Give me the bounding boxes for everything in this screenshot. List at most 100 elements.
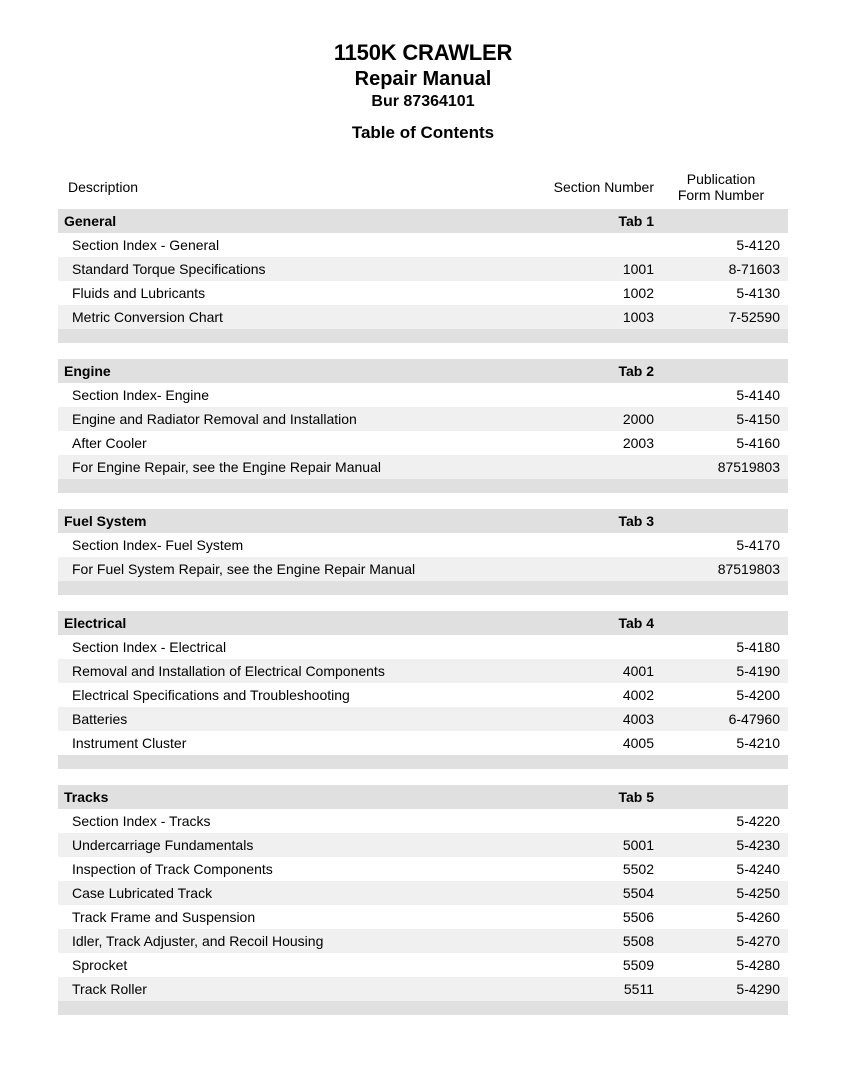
table-row: Engine and Radiator Removal and Installa… [58, 407, 788, 431]
row-description: Standard Torque Specifications [58, 261, 522, 277]
toc-heading: Table of Contents [58, 123, 788, 143]
row-section-number: 5506 [522, 909, 662, 925]
table-row: After Cooler20035-4160 [58, 431, 788, 455]
row-description: Track Roller [58, 981, 522, 997]
row-publication-number: 5-4230 [662, 837, 788, 853]
section-tab: Tab 3 [522, 513, 662, 529]
title-model: 1150K CRAWLER [58, 40, 788, 66]
row-publication-number: 5-4170 [662, 537, 788, 553]
row-section-number: 1002 [522, 285, 662, 301]
row-publication-number: 6-47960 [662, 711, 788, 727]
table-row: Section Index- Engine 5-4140 [58, 383, 788, 407]
toc-table: Description Section Number Publication F… [58, 165, 788, 1015]
row-description: Metric Conversion Chart [58, 309, 522, 325]
table-row: For Fuel System Repair, see the Engine R… [58, 557, 788, 581]
row-section-number: 5509 [522, 957, 662, 973]
section-name: Electrical [58, 615, 522, 631]
section-spacer [58, 581, 788, 595]
row-description: Fluids and Lubricants [58, 285, 522, 301]
row-description: After Cooler [58, 435, 522, 451]
section-name: General [58, 213, 522, 229]
column-header-section-number: Section Number [522, 179, 662, 195]
table-row: Batteries40036-47960 [58, 707, 788, 731]
column-header-publication-line2: Form Number [678, 187, 764, 203]
row-description: Idler, Track Adjuster, and Recoil Housin… [58, 933, 522, 949]
row-description: Inspection of Track Components [58, 861, 522, 877]
title-bur-number: Bur 87364101 [58, 93, 788, 111]
row-description: Section Index - Tracks [58, 813, 522, 829]
title-block: 1150K CRAWLER Repair Manual Bur 87364101… [58, 40, 788, 143]
row-publication-number: 8-71603 [662, 261, 788, 277]
row-publication-number: 5-4270 [662, 933, 788, 949]
row-description: Undercarriage Fundamentals [58, 837, 522, 853]
table-row: Instrument Cluster40055-4210 [58, 731, 788, 755]
section-header: TracksTab 5 [58, 785, 788, 809]
section-header: Fuel SystemTab 3 [58, 509, 788, 533]
row-description: Electrical Specifications and Troublesho… [58, 687, 522, 703]
row-section-number: 5511 [522, 981, 662, 997]
section-name: Engine [58, 363, 522, 379]
row-publication-number: 5-4290 [662, 981, 788, 997]
section-spacer [58, 1001, 788, 1015]
table-row: Section Index- Fuel System 5-4170 [58, 533, 788, 557]
row-description: Batteries [58, 711, 522, 727]
row-description: Sprocket [58, 957, 522, 973]
section-header: GeneralTab 1 [58, 209, 788, 233]
column-header-row: Description Section Number Publication F… [58, 165, 788, 209]
row-description: Section Index - Electrical [58, 639, 522, 655]
row-section-number: 5504 [522, 885, 662, 901]
row-description: Track Frame and Suspension [58, 909, 522, 925]
row-publication-number: 5-4130 [662, 285, 788, 301]
section-gap [58, 769, 788, 785]
column-header-description: Description [58, 179, 522, 195]
column-header-publication-line1: Publication [687, 171, 756, 187]
row-publication-number: 5-4160 [662, 435, 788, 451]
section-header: ElectricalTab 4 [58, 611, 788, 635]
section-gap [58, 493, 788, 509]
table-row: Metric Conversion Chart10037-52590 [58, 305, 788, 329]
row-publication-number: 5-4120 [662, 237, 788, 253]
page: 1150K CRAWLER Repair Manual Bur 87364101… [0, 0, 846, 1075]
row-publication-number: 5-4260 [662, 909, 788, 925]
row-publication-number: 5-4280 [662, 957, 788, 973]
table-row: Sprocket55095-4280 [58, 953, 788, 977]
table-row: Standard Torque Specifications10018-7160… [58, 257, 788, 281]
table-row: Case Lubricated Track55045-4250 [58, 881, 788, 905]
section-tab: Tab 1 [522, 213, 662, 229]
section-spacer [58, 479, 788, 493]
column-header-publication: Publication Form Number [662, 171, 788, 203]
section-tab: Tab 5 [522, 789, 662, 805]
row-section-number: 4003 [522, 711, 662, 727]
row-publication-number: 5-4140 [662, 387, 788, 403]
row-publication-number: 5-4250 [662, 885, 788, 901]
row-publication-number: 5-4220 [662, 813, 788, 829]
section-header: EngineTab 2 [58, 359, 788, 383]
section-gap [58, 343, 788, 359]
row-description: Section Index- Fuel System [58, 537, 522, 553]
row-publication-number: 5-4180 [662, 639, 788, 655]
section-gap [58, 595, 788, 611]
row-section-number: 1003 [522, 309, 662, 325]
section-name: Fuel System [58, 513, 522, 529]
table-row: Idler, Track Adjuster, and Recoil Housin… [58, 929, 788, 953]
table-row: Track Roller55115-4290 [58, 977, 788, 1001]
row-publication-number: 5-4150 [662, 411, 788, 427]
row-section-number: 1001 [522, 261, 662, 277]
row-description: Section Index - General [58, 237, 522, 253]
row-section-number: 2003 [522, 435, 662, 451]
table-row: Section Index - General 5-4120 [58, 233, 788, 257]
table-row: For Engine Repair, see the Engine Repair… [58, 455, 788, 479]
row-section-number: 2000 [522, 411, 662, 427]
row-section-number: 5508 [522, 933, 662, 949]
section-tab: Tab 2 [522, 363, 662, 379]
row-publication-number: 5-4200 [662, 687, 788, 703]
row-description: Engine and Radiator Removal and Installa… [58, 411, 522, 427]
row-publication-number: 5-4240 [662, 861, 788, 877]
row-section-number: 4001 [522, 663, 662, 679]
section-spacer [58, 329, 788, 343]
row-description: Section Index- Engine [58, 387, 522, 403]
table-row: Inspection of Track Components55025-4240 [58, 857, 788, 881]
row-description: Case Lubricated Track [58, 885, 522, 901]
table-row: Electrical Specifications and Troublesho… [58, 683, 788, 707]
title-manual: Repair Manual [58, 68, 788, 91]
